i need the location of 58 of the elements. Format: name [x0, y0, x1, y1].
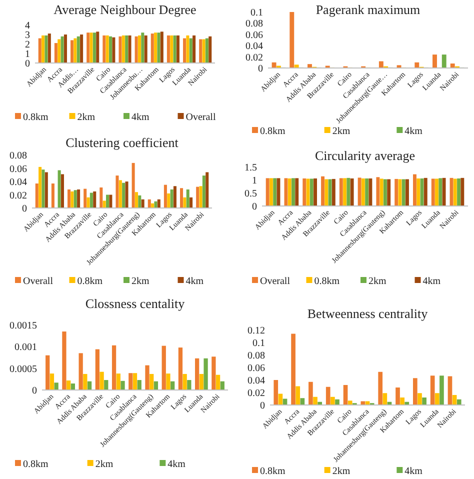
y-tick-label: 0.06 — [10, 164, 27, 175]
y-tick-label: 0 — [252, 202, 257, 212]
y-tick-label: 0 — [258, 64, 263, 74]
legend-label: 0.8km — [314, 276, 340, 287]
y-tick-label: 0.04 — [246, 41, 263, 52]
legend-label: 2km — [95, 459, 114, 470]
y-tick-label: 0.0005 — [10, 364, 37, 375]
legend-label: 4km — [404, 466, 423, 477]
legend-label: 4km — [404, 126, 423, 137]
legend-label: 2km — [332, 126, 350, 137]
legend-label: 0.8km — [260, 466, 286, 477]
y-tick-label: 0 — [22, 204, 27, 214]
y-tick-label: 3 — [25, 30, 30, 41]
y-tick-label: 1.5 — [244, 162, 257, 174]
legend-label: 4km — [132, 112, 150, 123]
chart-title: Clustering coefficient — [66, 135, 179, 150]
y-tick-label: 0.06 — [248, 363, 265, 374]
legend-label: 0.8km — [260, 126, 286, 137]
y-tick-label: 0.001 — [14, 342, 37, 354]
legend-label: 0.8km — [77, 276, 103, 287]
y-tick-label: 0 — [32, 386, 37, 396]
y-tick-label: 0.06 — [246, 30, 263, 41]
y-tick-label: 0.1 — [252, 338, 265, 349]
legend-label: 0.8km — [23, 459, 48, 470]
y-tick-label: 0 — [260, 400, 265, 412]
y-tick-label: 4 — [25, 20, 30, 32]
y-tick-label: 0.1 — [250, 8, 263, 18]
y-tick-label: 0.08 — [246, 18, 263, 30]
y-tick-label: 2 — [25, 40, 30, 50]
y-tick-label: 0.02 — [248, 388, 265, 399]
y-tick-label: 0.12 — [248, 326, 265, 336]
y-tick-label: 0.04 — [10, 177, 27, 188]
legend-label: 2km — [368, 276, 386, 287]
y-tick-label: 1 — [252, 176, 257, 186]
chart-title: Average Neighbour Degree — [54, 2, 197, 17]
y-tick-label: 0.08 — [10, 150, 27, 162]
y-tick-label: 0.5 — [244, 188, 257, 200]
chart-title: Clossness centality — [85, 296, 186, 311]
chart-title: Betweenness centrality — [307, 306, 428, 321]
legend-label: Overall — [186, 112, 216, 123]
legend-label: 4km — [422, 276, 441, 287]
chart-title: Pagerank maximum — [316, 2, 420, 17]
y-tick-label: 1 — [25, 49, 30, 60]
y-tick-label: 0.02 — [10, 190, 27, 202]
legend-label: Overall — [23, 276, 54, 287]
y-tick-label: 0.08 — [248, 350, 265, 362]
legend-label: 0.8km — [23, 112, 48, 123]
y-tick-label: 0 — [25, 58, 30, 70]
legend-label: 2km — [132, 276, 150, 287]
y-tick-label: 0.02 — [246, 52, 263, 64]
chart-title: Circularity average — [315, 148, 416, 163]
legend-label: 2km — [77, 112, 96, 123]
legend-label: 4km — [168, 459, 186, 470]
y-tick-label: 0.0015 — [10, 320, 37, 332]
y-tick-label: 0.04 — [248, 376, 265, 386]
legend-label: 4km — [186, 276, 204, 287]
legend-label: Overall — [260, 276, 290, 287]
legend-label: 2km — [332, 466, 350, 477]
